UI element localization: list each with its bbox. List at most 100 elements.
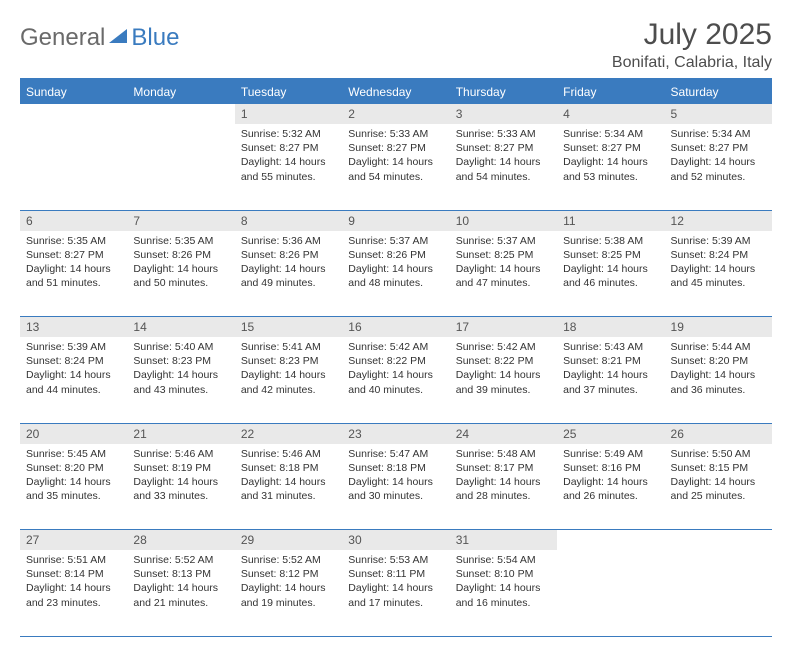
daylight-line: Daylight: 14 hours and 45 minutes. (671, 262, 766, 290)
day-content-cell (127, 124, 234, 210)
day-number-cell: 17 (450, 317, 557, 338)
day-content: Sunrise: 5:45 AMSunset: 8:20 PMDaylight:… (20, 444, 127, 510)
sunrise-line: Sunrise: 5:46 AM (133, 447, 228, 461)
day-content-cell: Sunrise: 5:33 AMSunset: 8:27 PMDaylight:… (342, 124, 449, 210)
day-number-cell: 15 (235, 317, 342, 338)
day-content-cell: Sunrise: 5:48 AMSunset: 8:17 PMDaylight:… (450, 444, 557, 530)
day-number: 4 (557, 104, 664, 124)
logo-text-general: General (20, 24, 105, 52)
daylight-line: Daylight: 14 hours and 53 minutes. (563, 155, 658, 183)
sunrise-line: Sunrise: 5:52 AM (241, 553, 336, 567)
day-number: 31 (450, 530, 557, 550)
daylight-line: Daylight: 14 hours and 35 minutes. (26, 475, 121, 503)
day-content: Sunrise: 5:43 AMSunset: 8:21 PMDaylight:… (557, 337, 664, 403)
day-number: 13 (20, 317, 127, 337)
day-number: 10 (450, 211, 557, 231)
daylight-line: Daylight: 14 hours and 23 minutes. (26, 581, 121, 609)
day-content: Sunrise: 5:34 AMSunset: 8:27 PMDaylight:… (557, 124, 664, 190)
day-content: Sunrise: 5:54 AMSunset: 8:10 PMDaylight:… (450, 550, 557, 616)
day-content-cell: Sunrise: 5:50 AMSunset: 8:15 PMDaylight:… (665, 444, 772, 530)
sunset-line: Sunset: 8:14 PM (26, 567, 121, 581)
sunset-line: Sunset: 8:26 PM (241, 248, 336, 262)
daylight-line: Daylight: 14 hours and 37 minutes. (563, 368, 658, 396)
daylight-line: Daylight: 14 hours and 55 minutes. (241, 155, 336, 183)
day-content: Sunrise: 5:46 AMSunset: 8:19 PMDaylight:… (127, 444, 234, 510)
day-number-cell: 13 (20, 317, 127, 338)
header: General Blue July 2025 Bonifati, Calabri… (20, 18, 772, 72)
sunrise-line: Sunrise: 5:45 AM (26, 447, 121, 461)
weekday-header: Tuesday (235, 79, 342, 104)
sunset-line: Sunset: 8:27 PM (671, 141, 766, 155)
day-content-cell: Sunrise: 5:46 AMSunset: 8:18 PMDaylight:… (235, 444, 342, 530)
day-content-cell: Sunrise: 5:41 AMSunset: 8:23 PMDaylight:… (235, 337, 342, 423)
sunrise-line: Sunrise: 5:32 AM (241, 127, 336, 141)
sunrise-line: Sunrise: 5:42 AM (456, 340, 551, 354)
day-number-cell: 3 (450, 104, 557, 124)
daylight-line: Daylight: 14 hours and 19 minutes. (241, 581, 336, 609)
day-number: 28 (127, 530, 234, 550)
day-number: 25 (557, 424, 664, 444)
day-content-cell: Sunrise: 5:39 AMSunset: 8:24 PMDaylight:… (20, 337, 127, 423)
day-content: Sunrise: 5:52 AMSunset: 8:12 PMDaylight:… (235, 550, 342, 616)
sunset-line: Sunset: 8:18 PM (348, 461, 443, 475)
sunset-line: Sunset: 8:25 PM (563, 248, 658, 262)
day-number: 11 (557, 211, 664, 231)
day-number-row: 20212223242526 (20, 423, 772, 444)
day-content: Sunrise: 5:42 AMSunset: 8:22 PMDaylight:… (342, 337, 449, 403)
logo-triangle-icon (107, 25, 129, 52)
day-content-cell (665, 550, 772, 636)
day-number-cell: 25 (557, 423, 664, 444)
day-number-cell: 21 (127, 423, 234, 444)
day-number: 27 (20, 530, 127, 550)
sunset-line: Sunset: 8:10 PM (456, 567, 551, 581)
sunset-line: Sunset: 8:26 PM (348, 248, 443, 262)
weekday-row: SundayMondayTuesdayWednesdayThursdayFrid… (20, 79, 772, 104)
day-content-cell: Sunrise: 5:46 AMSunset: 8:19 PMDaylight:… (127, 444, 234, 530)
day-content: Sunrise: 5:37 AMSunset: 8:25 PMDaylight:… (450, 231, 557, 297)
title-block: July 2025 Bonifati, Calabria, Italy (612, 18, 772, 72)
sunrise-line: Sunrise: 5:36 AM (241, 234, 336, 248)
day-content: Sunrise: 5:47 AMSunset: 8:18 PMDaylight:… (342, 444, 449, 510)
daylight-line: Daylight: 14 hours and 49 minutes. (241, 262, 336, 290)
day-content-cell: Sunrise: 5:43 AMSunset: 8:21 PMDaylight:… (557, 337, 664, 423)
daylight-line: Daylight: 14 hours and 44 minutes. (26, 368, 121, 396)
daylight-line: Daylight: 14 hours and 48 minutes. (348, 262, 443, 290)
day-number: 7 (127, 211, 234, 231)
sunrise-line: Sunrise: 5:39 AM (671, 234, 766, 248)
sunset-line: Sunset: 8:23 PM (133, 354, 228, 368)
sunset-line: Sunset: 8:23 PM (241, 354, 336, 368)
sunrise-line: Sunrise: 5:50 AM (671, 447, 766, 461)
sunset-line: Sunset: 8:13 PM (133, 567, 228, 581)
sunset-line: Sunset: 8:20 PM (671, 354, 766, 368)
day-content-cell: Sunrise: 5:42 AMSunset: 8:22 PMDaylight:… (342, 337, 449, 423)
daylight-line: Daylight: 14 hours and 39 minutes. (456, 368, 551, 396)
sunrise-line: Sunrise: 5:40 AM (133, 340, 228, 354)
calendar-table: SundayMondayTuesdayWednesdayThursdayFrid… (20, 78, 772, 637)
day-content-cell: Sunrise: 5:53 AMSunset: 8:11 PMDaylight:… (342, 550, 449, 636)
day-content-cell: Sunrise: 5:37 AMSunset: 8:26 PMDaylight:… (342, 231, 449, 317)
day-number-cell: 12 (665, 210, 772, 231)
day-content-cell: Sunrise: 5:47 AMSunset: 8:18 PMDaylight:… (342, 444, 449, 530)
day-number: 23 (342, 424, 449, 444)
daylight-line: Daylight: 14 hours and 40 minutes. (348, 368, 443, 396)
day-number: 15 (235, 317, 342, 337)
day-content-cell: Sunrise: 5:54 AMSunset: 8:10 PMDaylight:… (450, 550, 557, 636)
daylight-line: Daylight: 14 hours and 46 minutes. (563, 262, 658, 290)
day-content: Sunrise: 5:38 AMSunset: 8:25 PMDaylight:… (557, 231, 664, 297)
sunrise-line: Sunrise: 5:43 AM (563, 340, 658, 354)
day-content-cell: Sunrise: 5:34 AMSunset: 8:27 PMDaylight:… (665, 124, 772, 210)
day-content: Sunrise: 5:41 AMSunset: 8:23 PMDaylight:… (235, 337, 342, 403)
daylight-line: Daylight: 14 hours and 50 minutes. (133, 262, 228, 290)
day-content-cell: Sunrise: 5:34 AMSunset: 8:27 PMDaylight:… (557, 124, 664, 210)
sunrise-line: Sunrise: 5:42 AM (348, 340, 443, 354)
day-number-cell: 28 (127, 530, 234, 551)
sunset-line: Sunset: 8:22 PM (456, 354, 551, 368)
daylight-line: Daylight: 14 hours and 26 minutes. (563, 475, 658, 503)
day-content: Sunrise: 5:37 AMSunset: 8:26 PMDaylight:… (342, 231, 449, 297)
day-content: Sunrise: 5:35 AMSunset: 8:26 PMDaylight:… (127, 231, 234, 297)
sunset-line: Sunset: 8:21 PM (563, 354, 658, 368)
day-content: Sunrise: 5:33 AMSunset: 8:27 PMDaylight:… (450, 124, 557, 190)
sunrise-line: Sunrise: 5:49 AM (563, 447, 658, 461)
day-number-cell: 16 (342, 317, 449, 338)
day-content: Sunrise: 5:48 AMSunset: 8:17 PMDaylight:… (450, 444, 557, 510)
